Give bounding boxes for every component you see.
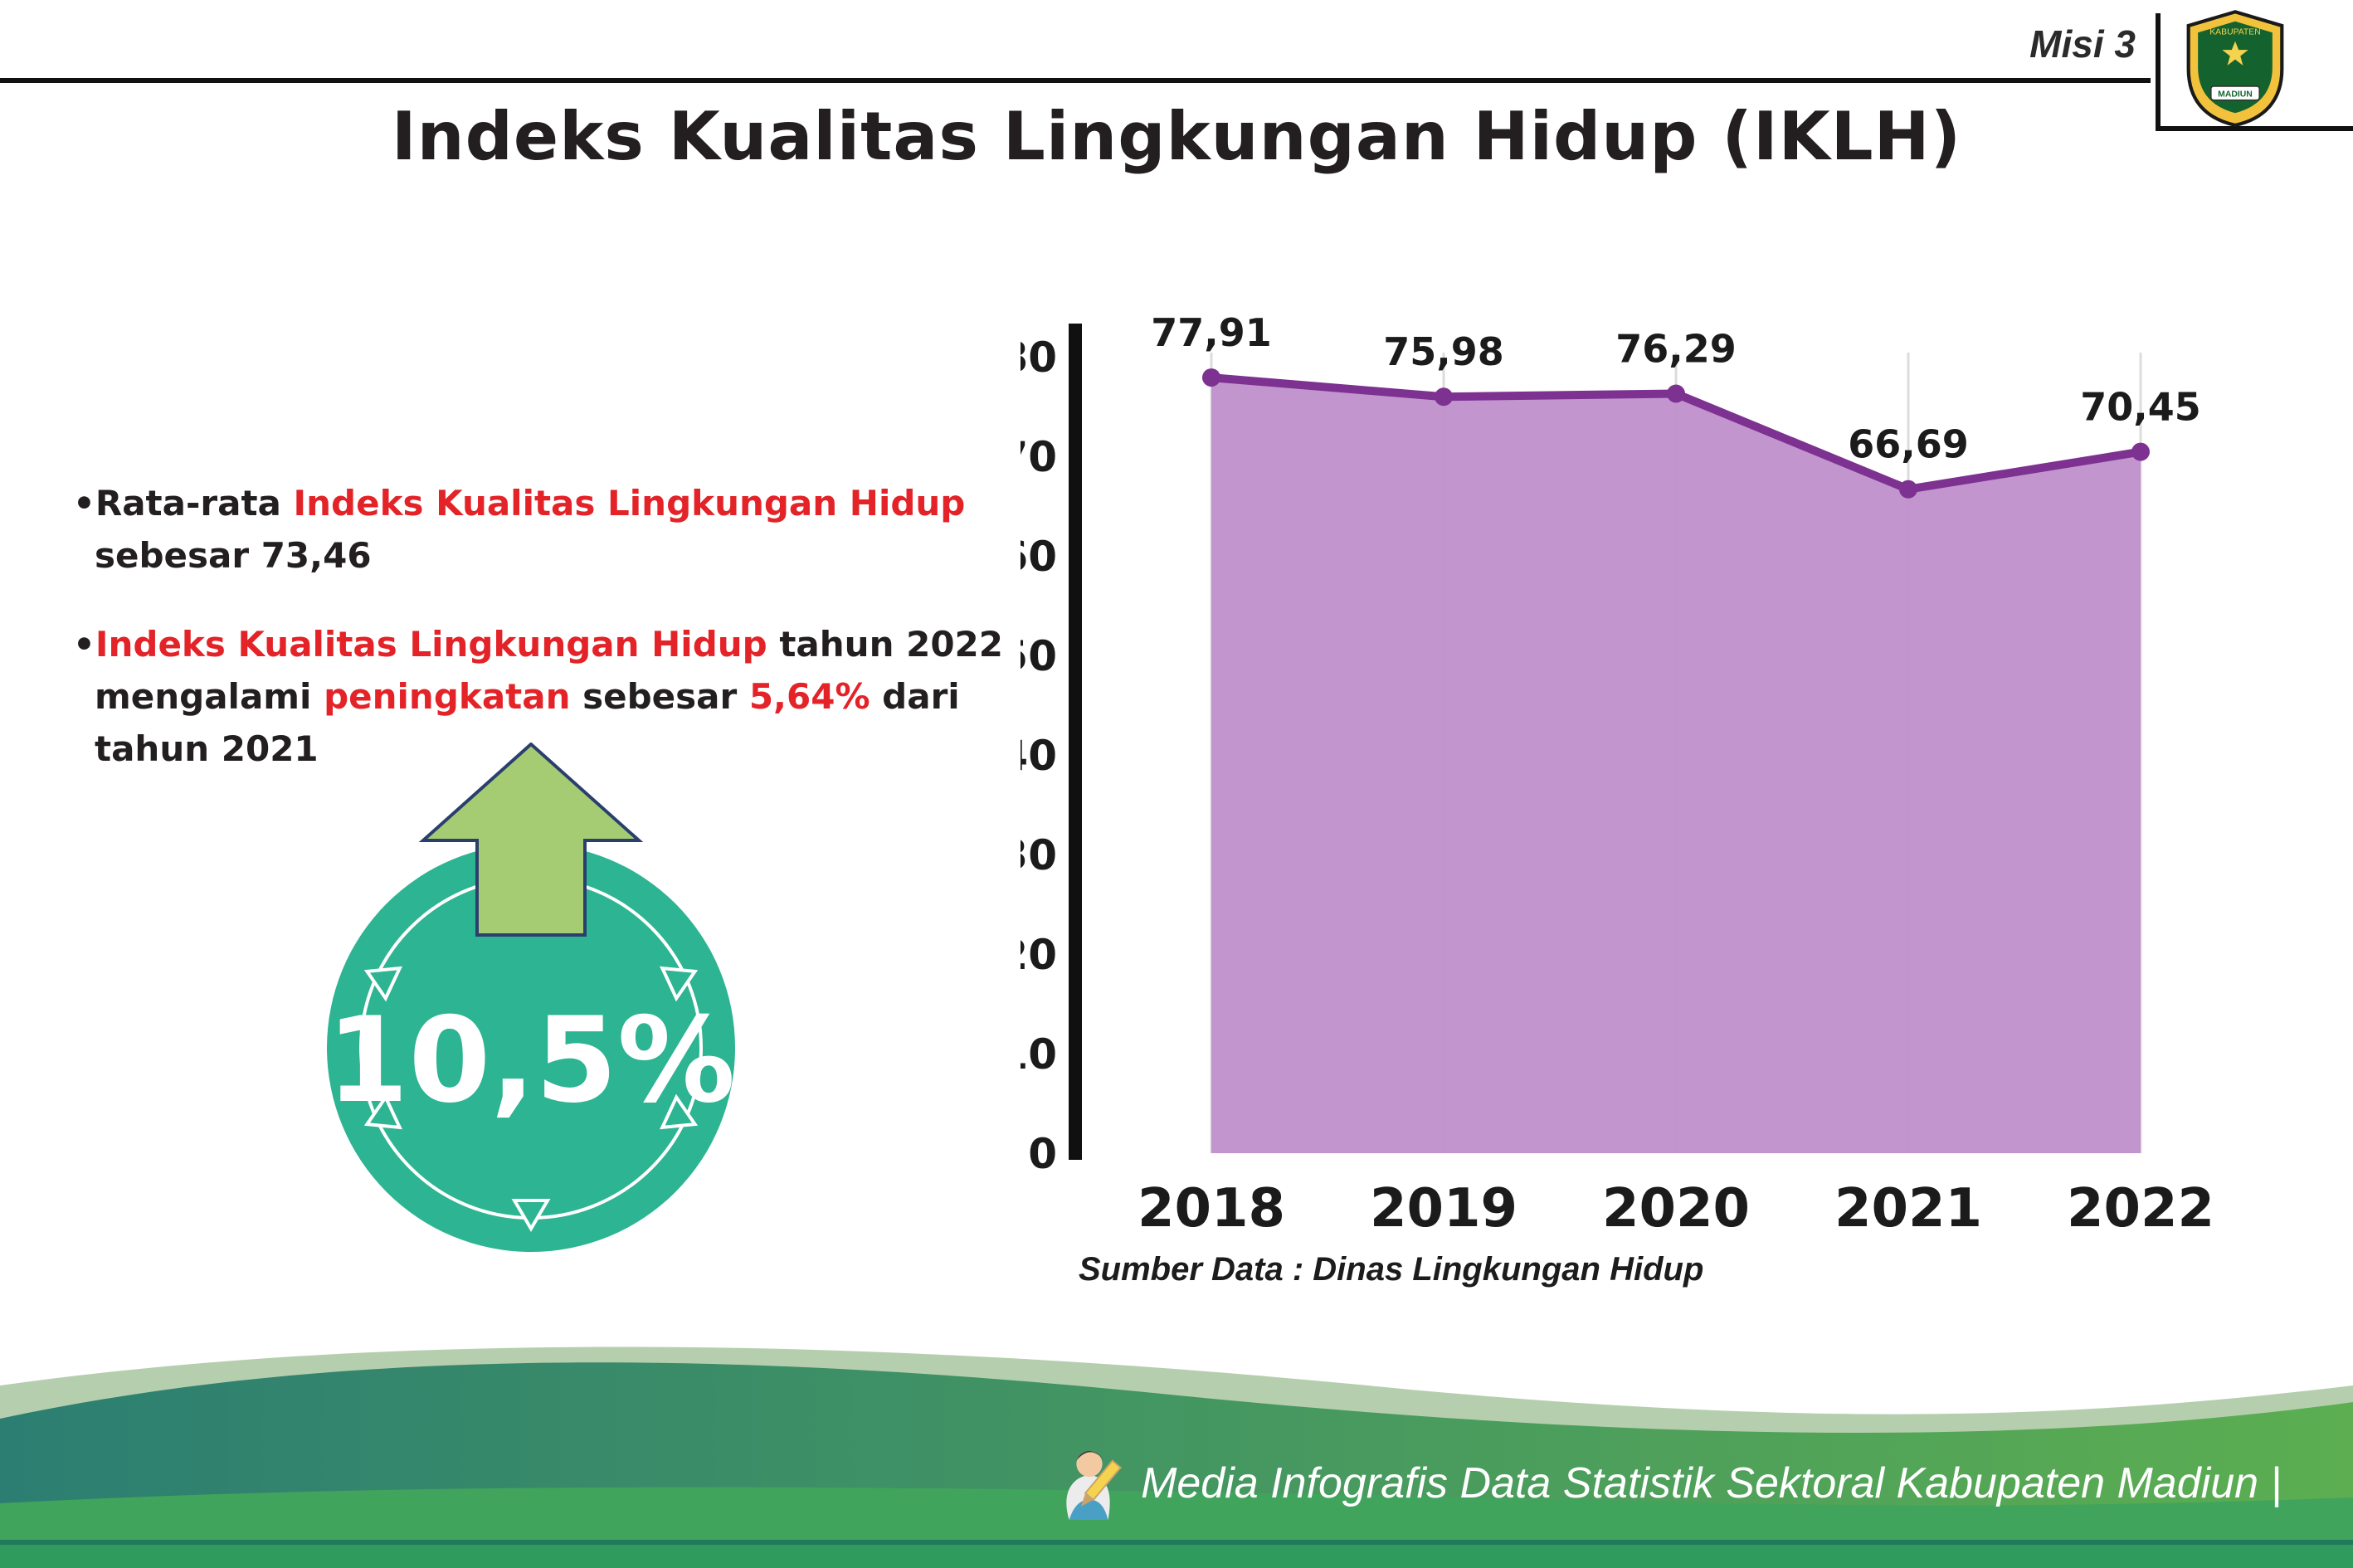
bullet2-highlight-2: peningkatan xyxy=(324,676,571,717)
page-title: Indeks Kualitas Lingkungan Hidup (IKLH) xyxy=(391,98,1962,175)
svg-text:70,45: 70,45 xyxy=(2080,385,2201,430)
svg-text:2018: 2018 xyxy=(1138,1178,1285,1239)
svg-text:77,91: 77,91 xyxy=(1151,310,1272,355)
svg-text:10: 10 xyxy=(1021,1030,1057,1079)
top-rule xyxy=(0,78,2151,83)
bullet2-text-3: dari tahun 2021 xyxy=(95,676,960,769)
kabupaten-madiun-logo: KABUPATEN MADIUN xyxy=(2186,10,2284,128)
bullet-marker: • xyxy=(73,624,95,665)
bullet1-highlight: Indeks Kualitas Lingkungan Hidup xyxy=(293,483,966,523)
bullet-average-iklh: •Rata-rata Indeks Kualitas Lingkungan Hi… xyxy=(73,477,1056,582)
bullet1-text: Rata-rata xyxy=(95,483,294,523)
footer-strip-line xyxy=(0,1540,2353,1545)
svg-text:2021: 2021 xyxy=(1834,1178,1982,1239)
increase-badge: 10,5% xyxy=(324,742,738,1257)
footer: Media Infografis Data Statistik Sektoral… xyxy=(1053,1442,2282,1525)
bullet-increase-iklh: •Indeks Kualitas Lingkungan Hidup tahun … xyxy=(73,618,1056,775)
svg-text:20: 20 xyxy=(1021,931,1057,979)
source-note: Sumber Data : Dinas Lingkungan Hidup xyxy=(1079,1251,1704,1288)
bullet-marker: • xyxy=(73,483,95,523)
bullet2-text-1: tahun 2022 mengalami xyxy=(95,624,1003,717)
logo-frame-horizontal xyxy=(2156,126,2353,131)
svg-text:70: 70 xyxy=(1021,433,1057,481)
bullet2-highlight-1: Indeks Kualitas Lingkungan Hidup xyxy=(95,624,767,665)
badge-ring-triangles xyxy=(363,966,699,1232)
mascot-icon xyxy=(1066,1450,1122,1520)
logo-frame-vertical xyxy=(2156,13,2161,131)
svg-text:0: 0 xyxy=(1028,1130,1057,1178)
logo-top-text: KABUPATEN xyxy=(2209,27,2261,37)
iklh-area-chart: 77,91 2018 75,98 2019 76,29 2020 66,69 2021 70,4… xyxy=(1021,310,2214,1239)
svg-text:50: 50 xyxy=(1021,632,1057,680)
svg-text:30: 30 xyxy=(1021,831,1057,879)
misi-label: Misi 3 xyxy=(2029,22,2136,66)
increase-percentage: 10,5% xyxy=(327,992,736,1129)
bullet-list: •Rata-rata Indeks Kualitas Lingkungan Hi… xyxy=(73,477,1056,811)
up-arrow-icon xyxy=(418,742,644,937)
svg-text:2020: 2020 xyxy=(1602,1178,1750,1239)
badge-circle xyxy=(327,844,735,1252)
svg-text:76,29: 76,29 xyxy=(1615,327,1737,372)
svg-text:60: 60 xyxy=(1021,533,1057,581)
footer-strip xyxy=(0,1545,2353,1568)
svg-text:2022: 2022 xyxy=(2067,1178,2214,1239)
bullet1-value: sebesar 73,46 xyxy=(95,535,372,576)
svg-text:80: 80 xyxy=(1021,334,1057,382)
bullet2-highlight-3: 5,64% xyxy=(748,676,870,717)
bullet2-text-2: sebesar xyxy=(570,676,749,717)
logo-banner-text: MADIUN xyxy=(2218,90,2253,99)
logo-star-icon xyxy=(2222,41,2248,66)
footer-text: Media Infografis Data Statistik Sektoral… xyxy=(1141,1459,2282,1507)
svg-text:2019: 2019 xyxy=(1370,1178,1518,1239)
svg-text:75,98: 75,98 xyxy=(1383,329,1504,374)
footer-waves xyxy=(0,1346,2353,1568)
svg-text:66,69: 66,69 xyxy=(1848,422,1969,467)
svg-text:40: 40 xyxy=(1021,732,1057,780)
